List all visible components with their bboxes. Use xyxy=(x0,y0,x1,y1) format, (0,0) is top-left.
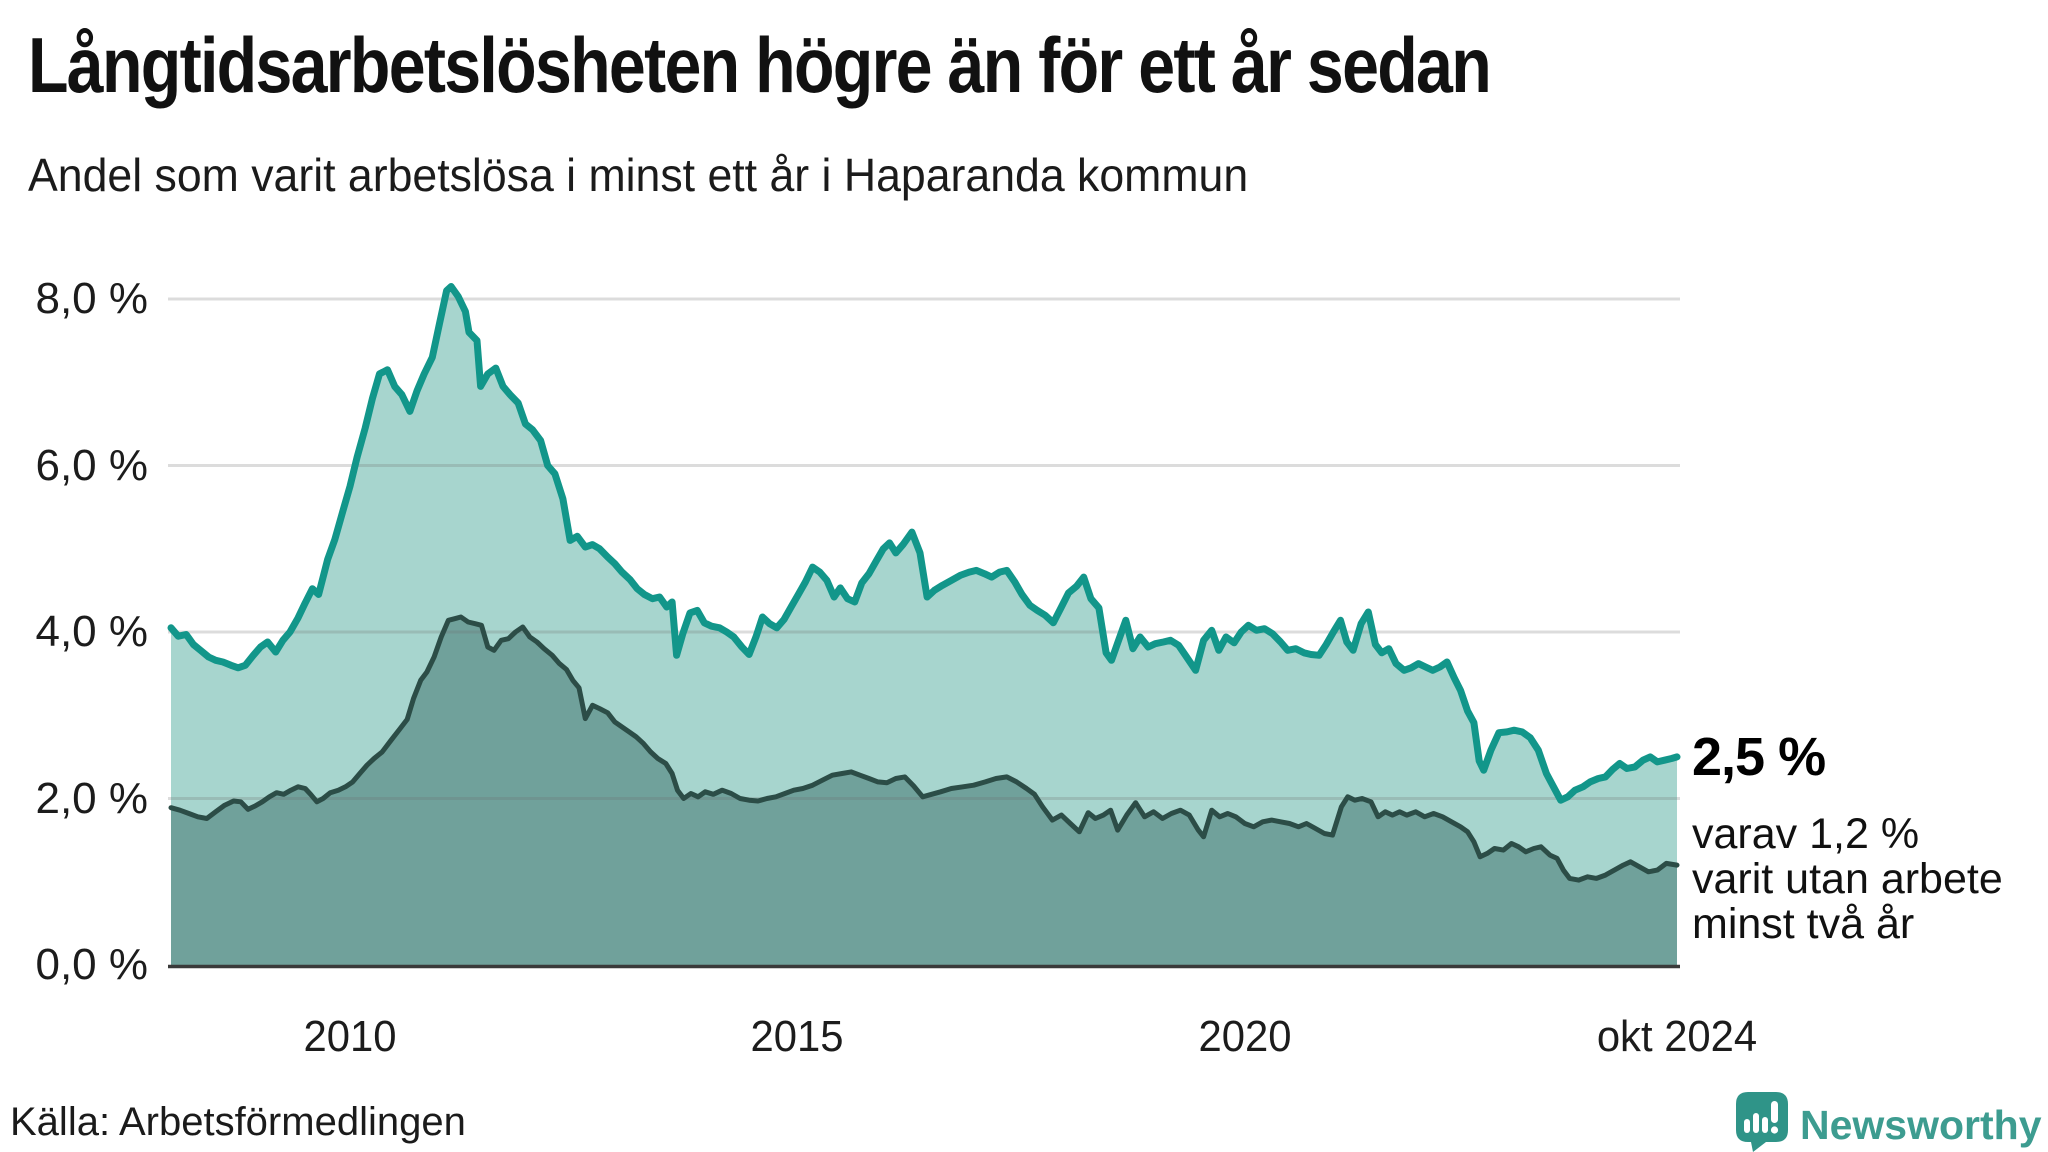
x-tick-label-2010: 2010 xyxy=(303,1012,397,1061)
end-note-line-2: varit utan arbete xyxy=(1692,855,2003,903)
y-tick-label-2: 2,0 % xyxy=(35,773,148,823)
x-tick-label-2020: 2020 xyxy=(1198,1012,1292,1061)
end-value-label: 2,5 % xyxy=(1692,727,1826,787)
page-title: Långtidsarbetslösheten högre än för ett … xyxy=(28,21,1492,109)
x-tick-label-2015: 2015 xyxy=(750,1012,844,1061)
end-value-note: varav 1,2 % varit utan arbete minst två … xyxy=(1692,812,2003,947)
newsworthy-logo-text: Newsworthy xyxy=(1800,1102,2042,1148)
end-note-line-1: varav 1,2 % xyxy=(1692,810,1920,858)
line-one-year xyxy=(167,283,1681,804)
y-tick-label-0: 0,0 % xyxy=(35,940,148,989)
y-tick-label-6: 6,0 % xyxy=(35,440,148,490)
area-two-year xyxy=(171,617,1677,965)
source-caption: Källa: Arbetsförmedlingen xyxy=(10,1100,466,1144)
chart-subtitle: Andel som varit arbetslösa i minst ett å… xyxy=(28,149,1249,201)
newsworthy-logo-icon xyxy=(1736,1092,1788,1152)
y-tick-label-4: 4,0 % xyxy=(35,607,148,656)
end-note-line-3: minst två år xyxy=(1692,900,1915,948)
x-tick-label-okt-2024: okt 2024 xyxy=(1596,1012,1758,1061)
y-tick-label-8: 8,0 % xyxy=(35,274,148,323)
line-two-year xyxy=(168,614,1680,883)
